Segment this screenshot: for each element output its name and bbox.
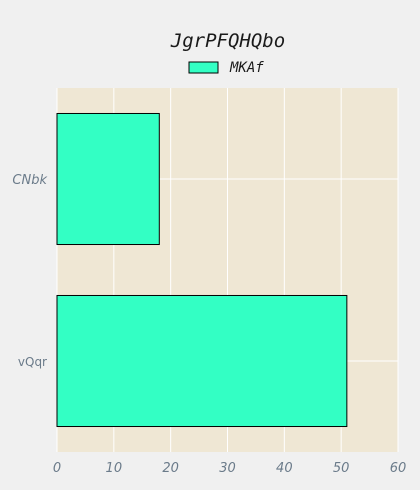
legend-swatch-mkaf [188, 61, 219, 74]
legend: MKAf [188, 60, 264, 76]
bar-cnbk [56, 112, 160, 246]
x-tick-labels: 0 10 20 30 40 50 60 [53, 461, 406, 476]
y-tick-labels: CNbk vQqr [12, 173, 47, 369]
chart-title: JgrPFQHQbo [170, 30, 285, 52]
x-tick-label: 0 [53, 461, 61, 476]
legend-label-mkaf: MKAf [229, 60, 264, 76]
bars [56, 112, 348, 428]
x-tick-label: 20 [162, 461, 179, 476]
x-tick-label: 60 [390, 461, 407, 476]
bar-vqqr [56, 294, 348, 428]
x-tick-label: 40 [276, 461, 293, 476]
y-tick-label: CNbk [12, 173, 47, 188]
x-tick-label: 30 [219, 461, 236, 476]
y-tick-label: vQqr [18, 355, 47, 369]
x-tick-label: 10 [106, 461, 123, 476]
x-tick-label: 50 [333, 461, 350, 476]
